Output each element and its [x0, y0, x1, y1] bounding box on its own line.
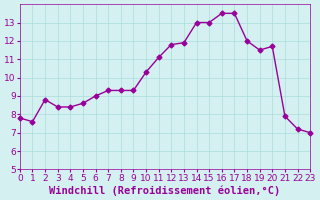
X-axis label: Windchill (Refroidissement éolien,°C): Windchill (Refroidissement éolien,°C) [49, 185, 281, 196]
